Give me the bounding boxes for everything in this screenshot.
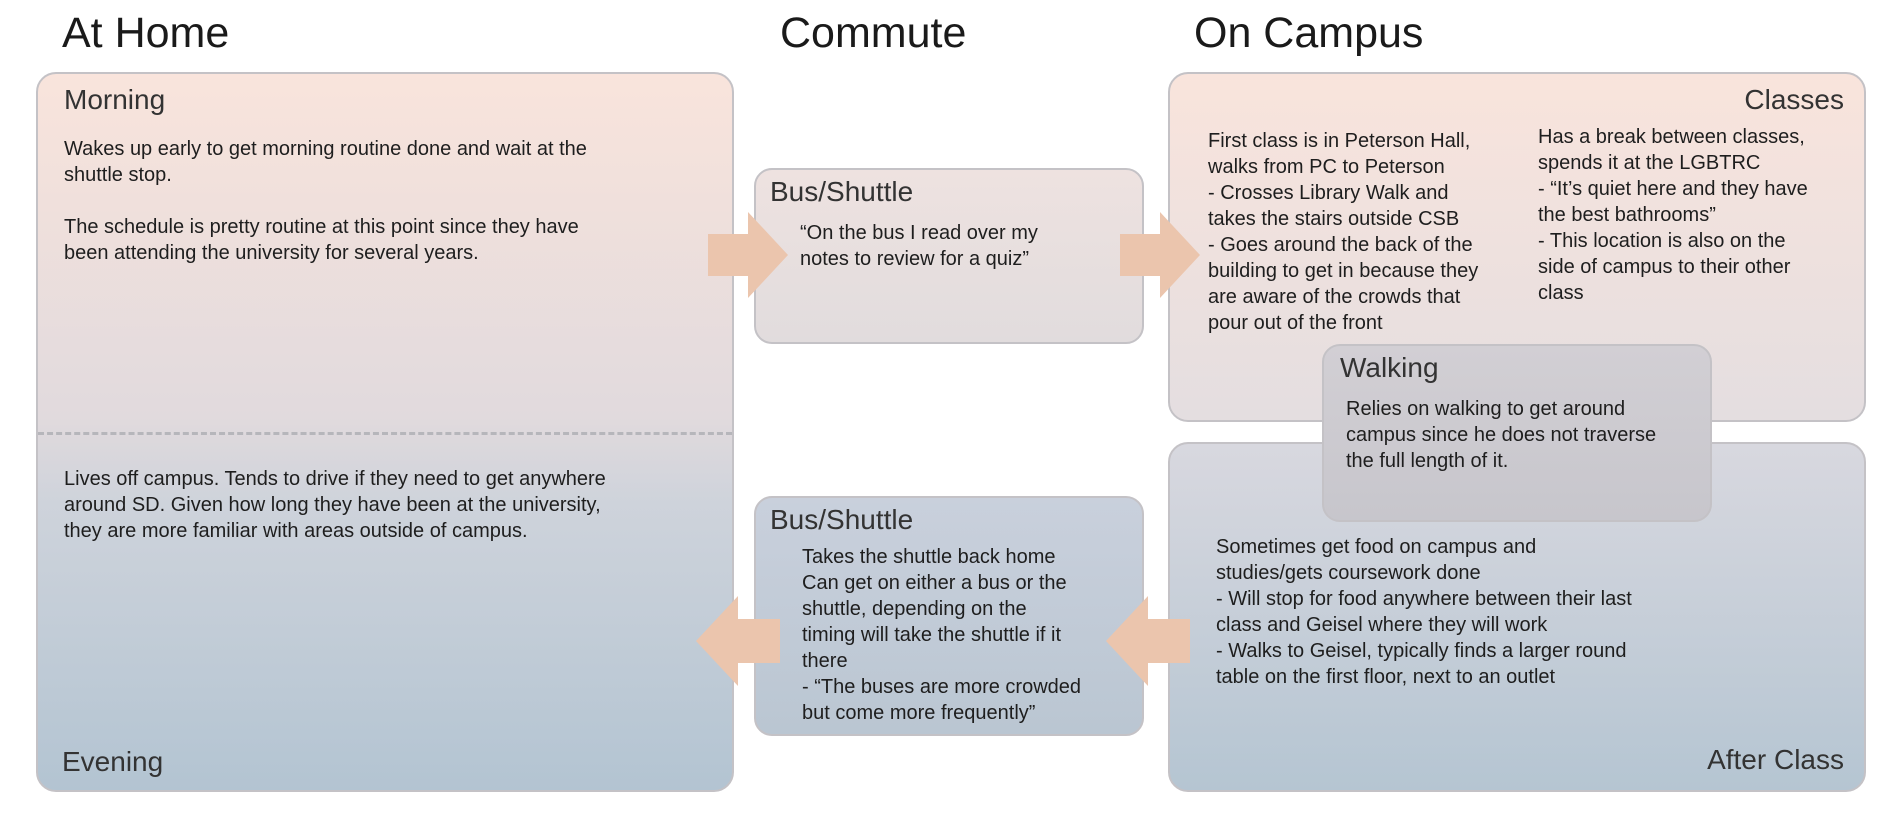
at-home-panel: Morning Wakes up early to get morning ro… xyxy=(36,72,734,792)
walking-box: Walking Relies on walking to get around … xyxy=(1322,344,1712,522)
arrow-right-icon xyxy=(1120,212,1200,298)
walking-title: Walking xyxy=(1340,352,1439,383)
walking-text: Relies on walking to get around campus s… xyxy=(1346,398,1657,472)
classes-left-text: First class is in Peterson Hall, walks f… xyxy=(1208,130,1479,334)
commute-top-title: Bus/Shuttle xyxy=(770,176,914,207)
morning-text-1: Wakes up early to get morning routine do… xyxy=(64,138,587,186)
after-class-text: Sometimes get food on campus and studies… xyxy=(1216,536,1632,688)
morning-text-2: The schedule is pretty routine at this p… xyxy=(64,216,579,264)
arrow-right-icon xyxy=(708,212,788,298)
commute-top-text: “On the bus I read over my notes to revi… xyxy=(800,222,1038,270)
after-class-panel: Sometimes get food on campus and studies… xyxy=(1168,442,1866,792)
heading-on-campus: On Campus xyxy=(1194,9,1424,57)
divider-dashed xyxy=(38,432,732,435)
commute-bottom-title: Bus/Shuttle xyxy=(770,504,914,535)
classes-title: Classes xyxy=(1744,84,1844,115)
heading-at-home: At Home xyxy=(62,9,230,57)
arrow-left-shape xyxy=(696,596,780,686)
commute-top-box: Bus/Shuttle “On the bus I read over my n… xyxy=(754,168,1144,344)
evening-text: Lives off campus. Tends to drive if they… xyxy=(64,468,606,542)
heading-commute: Commute xyxy=(780,9,967,57)
commute-bottom-box: Bus/Shuttle Takes the shuttle back home … xyxy=(754,496,1144,736)
arrow-right-shape xyxy=(708,212,788,298)
classes-right-text: Has a break between classes, spends it a… xyxy=(1538,126,1808,304)
arrow-right-shape xyxy=(1120,212,1200,298)
arrow-left-icon xyxy=(1106,596,1190,686)
commute-bottom-text: Takes the shuttle back home Can get on e… xyxy=(802,546,1082,724)
after-class-title: After Class xyxy=(1707,744,1844,775)
morning-title: Morning xyxy=(64,84,166,115)
arrow-left-shape xyxy=(1106,596,1190,686)
evening-title: Evening xyxy=(62,746,164,777)
arrow-left-icon xyxy=(696,596,780,686)
